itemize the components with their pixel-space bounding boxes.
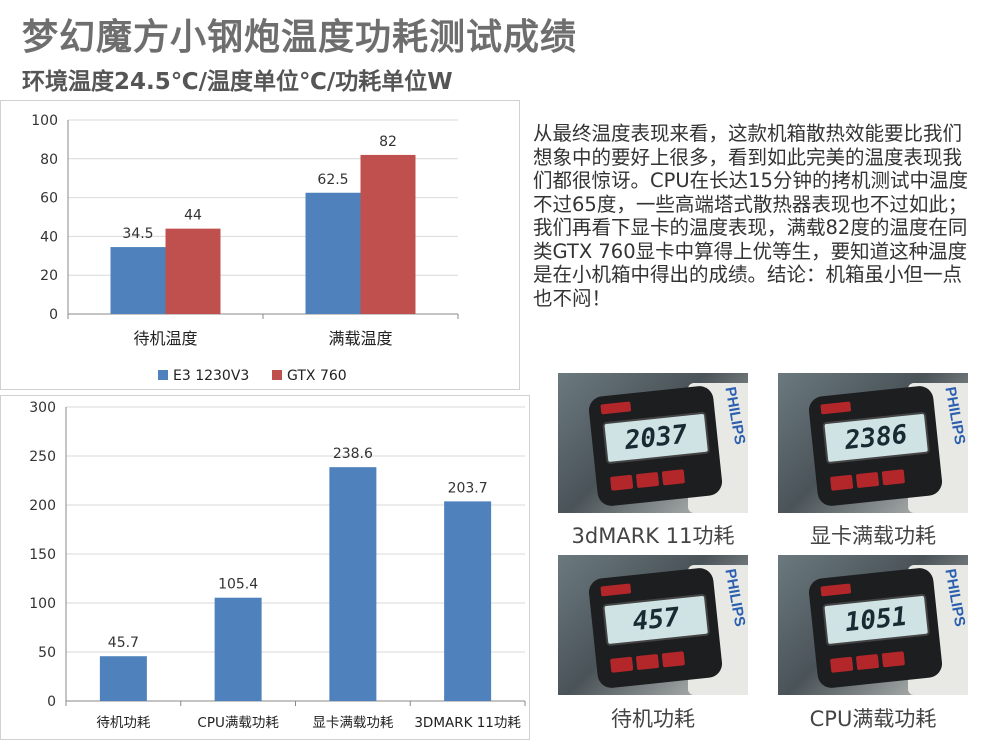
x-category-label: 满载温度: [328, 329, 392, 348]
legend-label: GTX 760: [287, 368, 347, 384]
meter-tag: [600, 401, 632, 415]
y-tick-label: 250: [29, 449, 56, 465]
legend-swatch: [272, 370, 282, 380]
temperature-chart: 0 20 40 60 80 100 待机温度 34.5 44 满载温度 62.5 82 E3 1230V…: [0, 100, 520, 390]
y-tick-label: 150: [29, 547, 56, 563]
page-subtitle: 环境温度24.5℃/温度单位℃/功耗单位W: [22, 69, 453, 95]
y-tick-label: 60: [40, 191, 58, 207]
y-tick-label: 0: [49, 307, 58, 323]
chart-frame: [0, 395, 530, 740]
meter-tag: [600, 583, 632, 597]
photo-caption-3dmark: 3dMARK 11功耗: [571, 524, 735, 548]
meter-reading: 1051: [822, 593, 931, 647]
y-tick-label: 40: [40, 229, 58, 245]
y-tick-label: 100: [29, 596, 56, 612]
meter-photo-cpu-load: PHILIPS 1051: [778, 555, 968, 695]
y-tick-label: 300: [29, 400, 56, 416]
power-chart: 0 50 100 150 200 250 300 待机功耗 45.7 CPU满载功耗 105.4 显卡…: [0, 395, 530, 740]
x-category-label: 待机功耗: [96, 715, 150, 731]
photo-caption-idle: 待机功耗: [611, 707, 695, 731]
data-label: 62.5: [317, 172, 348, 188]
bar: [444, 501, 492, 701]
legend-label: E3 1230V3: [173, 368, 249, 384]
meter-photo-idle: PHILIPS 457: [558, 555, 748, 695]
x-category-label: 显卡满载功耗: [312, 715, 393, 731]
meter-reading: 2386: [822, 411, 931, 465]
meter-reading: 2037: [602, 411, 711, 465]
bar: [110, 247, 166, 314]
bar: [329, 467, 377, 701]
power-meter: 1051: [807, 566, 944, 690]
power-meter: 2386: [807, 384, 944, 508]
y-tick-label: 200: [29, 498, 56, 514]
data-label: 105.4: [218, 577, 258, 593]
x-category-label: 3DMARK 11功耗: [414, 715, 521, 731]
data-label: 34.5: [122, 226, 153, 242]
y-tick-label: 50: [38, 645, 56, 661]
y-tick-label: 100: [31, 113, 58, 129]
data-label: 238.6: [333, 446, 373, 462]
data-label: 203.7: [448, 480, 488, 496]
legend-swatch: [158, 370, 168, 380]
x-category-label: CPU满载功耗: [197, 715, 279, 731]
photo-caption-cpu-load: CPU满载功耗: [809, 707, 937, 731]
meter-photo-gpu-load: PHILIPS 2386: [778, 373, 968, 513]
y-tick-label: 80: [40, 152, 58, 168]
meter-tag: [820, 583, 852, 597]
bar: [99, 656, 147, 701]
y-tick-label: 0: [47, 694, 56, 710]
bar: [360, 154, 416, 314]
meter-photo-3dmark: PHILIPS 2037: [558, 373, 748, 513]
y-tick-label: 20: [40, 268, 58, 284]
data-label: 44: [184, 208, 202, 224]
power-meter: 2037: [587, 384, 724, 508]
data-label: 45.7: [108, 635, 139, 651]
meter-reading: 457: [602, 593, 711, 647]
meter-tag: [820, 401, 852, 415]
bar: [165, 228, 221, 314]
bar: [305, 192, 361, 314]
chart-frame: [0, 100, 520, 390]
x-category-label: 待机温度: [133, 329, 197, 348]
photo-caption-gpu-load: 显卡满载功耗: [810, 524, 936, 548]
bar: [214, 597, 262, 701]
power-meter: 457: [587, 566, 724, 690]
data-label: 82: [379, 134, 397, 150]
page-title: 梦幻魔方小钢炮温度功耗测试成绩: [22, 17, 578, 58]
description-text: 从最终温度表现来看，这款机箱散热效能要比我们想象中的要好上很多，看到如此完美的温…: [533, 122, 968, 310]
